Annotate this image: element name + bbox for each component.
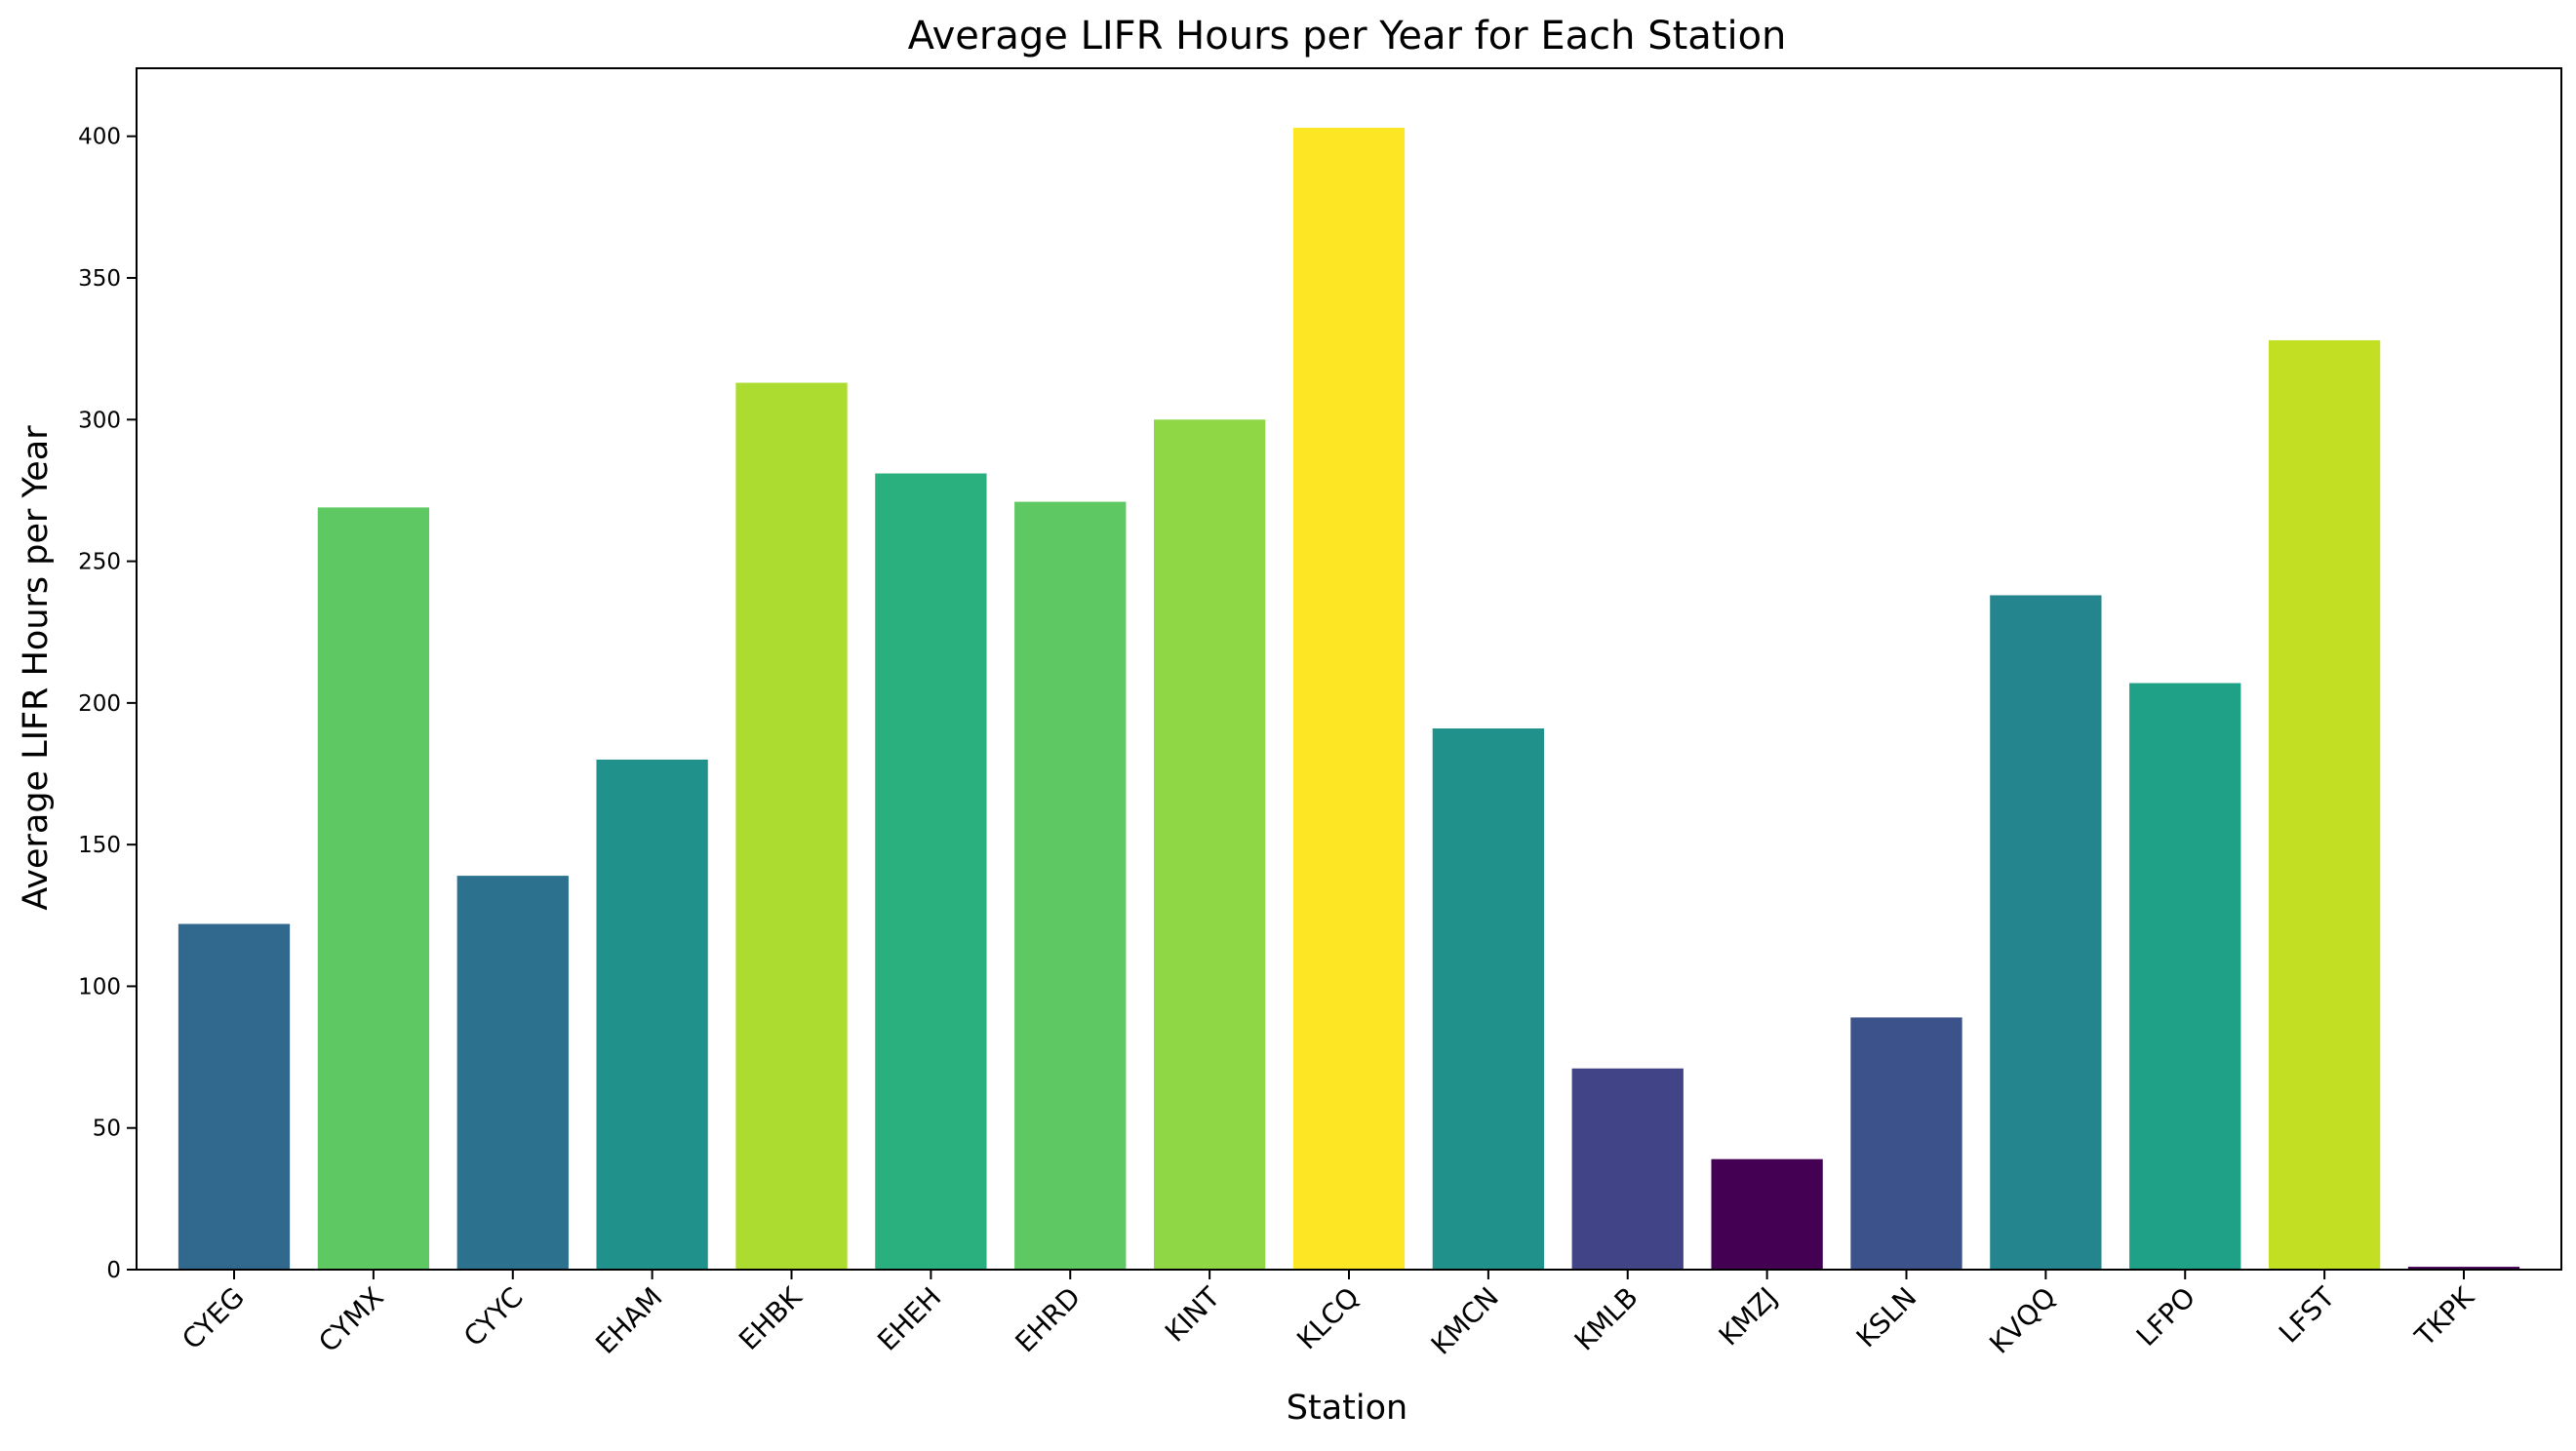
y-tick-label: 100 — [78, 974, 121, 1000]
bar-cymx — [317, 507, 430, 1270]
x-tick-label-cyyc: CYYC — [457, 1281, 530, 1353]
x-tick-label-lfst: LFST — [2273, 1280, 2342, 1350]
y-tick-label: 0 — [106, 1258, 121, 1283]
y-tick-label: 150 — [78, 833, 121, 858]
x-tick-label-cyeg: CYEG — [176, 1281, 251, 1356]
bar-ksln — [1850, 1017, 1962, 1270]
y-tick-label: 400 — [78, 125, 121, 150]
x-tick-label-lfpo: LFPO — [2130, 1281, 2201, 1353]
bar-kmzj — [1711, 1158, 1823, 1270]
bar-cyyc — [456, 876, 569, 1270]
bar-eheh — [875, 473, 987, 1270]
bar-ehrd — [1014, 501, 1127, 1270]
bar-lfst — [2268, 339, 2381, 1270]
x-tick-label-ksln: KSLN — [1850, 1281, 1923, 1354]
bar-cyeg — [178, 923, 291, 1270]
x-tick-label-cymx: CYMX — [312, 1281, 390, 1359]
y-tick-label: 350 — [78, 266, 121, 292]
x-axis-label: Station — [1287, 1389, 1407, 1428]
x-tick-label-eham: EHAM — [589, 1281, 668, 1360]
bar-tkpk — [2407, 1267, 2520, 1270]
bar-ehbk — [735, 382, 848, 1270]
x-tick-label-klcq: KLCQ — [1290, 1281, 1366, 1356]
x-tick-label-kmlb: KMLB — [1568, 1281, 1645, 1357]
x-tick-label-eheh: EHEH — [871, 1281, 947, 1357]
bar-eham — [596, 759, 708, 1270]
y-tick-label: 50 — [93, 1117, 121, 1142]
x-tick-label-tkpk: TKPK — [2408, 1280, 2480, 1353]
bar-kint — [1153, 419, 1266, 1270]
y-axis-label: Average LIFR Hours per Year — [17, 425, 56, 911]
y-tick-label: 200 — [78, 691, 121, 717]
bar-kvqq — [1990, 595, 2102, 1270]
bar-kmcn — [1432, 728, 1545, 1270]
bars-layer — [178, 128, 2520, 1270]
x-tick-label-kmcn: KMCN — [1425, 1281, 1505, 1361]
x-tick-label-kint: KINT — [1159, 1280, 1227, 1349]
x-tick-label-ehbk: EHBK — [733, 1280, 809, 1356]
y-axis: 0 50 100 150 200 250 300 350 400 — [78, 125, 137, 1283]
y-tick-label: 300 — [78, 408, 121, 433]
chart-title: Average LIFR Hours per Year for Each Sta… — [908, 14, 1787, 59]
bar-kmlb — [1571, 1068, 1684, 1270]
x-axis: CYEG CYMX CYYC EHAM EHBK EHEH EHRD KINT KLCQ KMCN… — [176, 1270, 2480, 1361]
plot-frame — [136, 67, 2562, 1271]
bar-lfpo — [2129, 683, 2241, 1270]
bar-klcq — [1292, 128, 1406, 1270]
x-tick-label-ehrd: EHRD — [1009, 1281, 1087, 1359]
x-tick-label-kmzj: KMZJ — [1713, 1281, 1784, 1353]
y-tick-label: 250 — [78, 550, 121, 575]
x-tick-label-kvqq: KVQQ — [1983, 1281, 2062, 1360]
